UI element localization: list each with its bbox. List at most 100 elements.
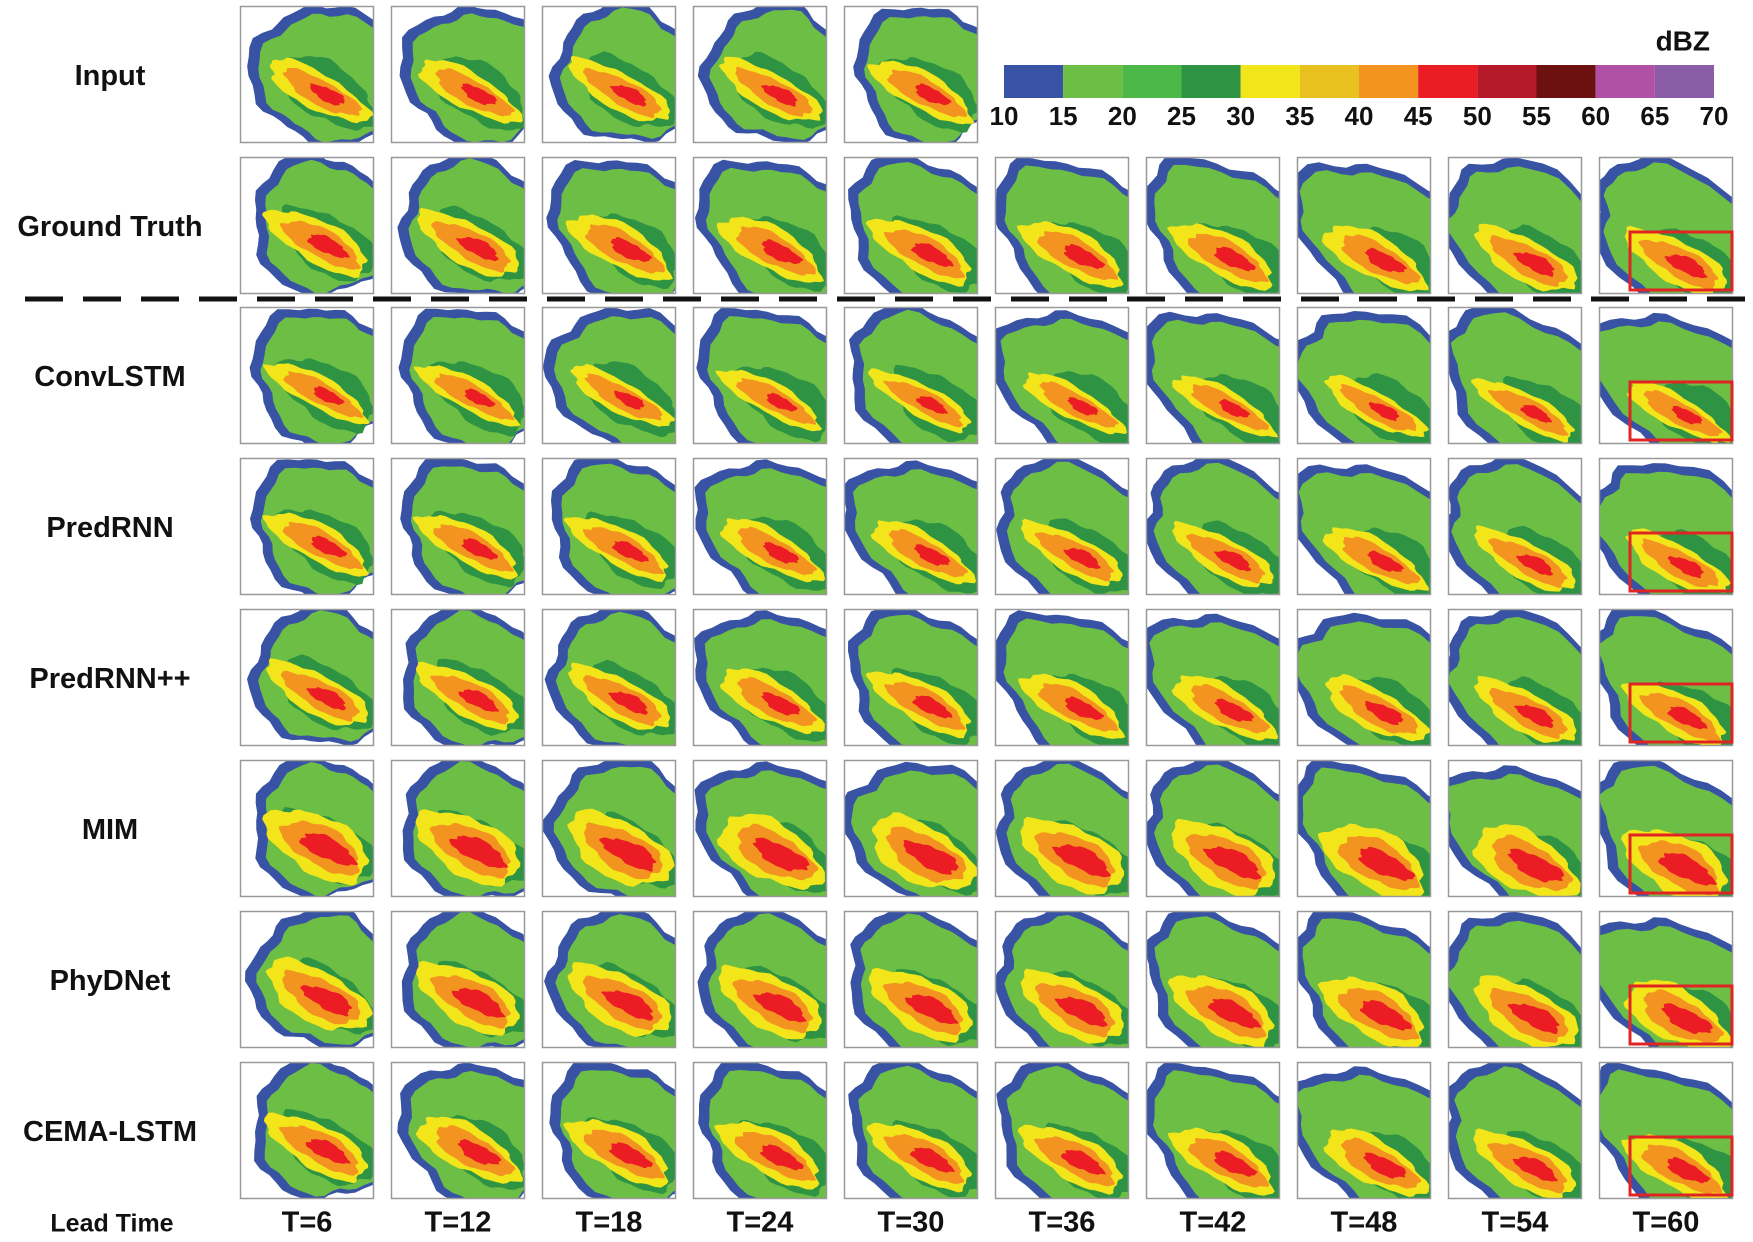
panel-border: [541, 306, 677, 445]
radar-panel: [1297, 1062, 1431, 1199]
radar-echo: [1664, 254, 1708, 279]
radar-panel: [1599, 609, 1733, 746]
radar-panel: [240, 157, 374, 294]
panel-border: [239, 759, 375, 898]
panel-border: [692, 156, 828, 295]
radar-panel: [1448, 1062, 1582, 1199]
radar-echo: [449, 835, 509, 868]
radar-panel: [1599, 760, 1733, 897]
panel-border: [239, 306, 375, 445]
colorbar-segment: [1122, 65, 1182, 98]
radar-panel: [995, 458, 1129, 595]
panel-border: [843, 1061, 979, 1200]
radar-echo: [916, 396, 949, 414]
panel-border: [390, 910, 526, 1049]
panel-border: [843, 457, 979, 596]
radar-echo: [599, 837, 657, 872]
panel-border: [692, 910, 828, 1049]
panel-border: [390, 306, 526, 445]
radar-echo: [457, 1139, 502, 1165]
panel-border: [1447, 156, 1583, 295]
panel-border: [1145, 457, 1281, 596]
radar-echo: [1065, 696, 1105, 721]
radar-panel: [240, 6, 374, 143]
radar-echo: [455, 236, 499, 262]
colorbar-tick-label: 30: [1226, 101, 1255, 131]
radar-panel: [1146, 911, 1280, 1048]
radar-panel: [995, 911, 1129, 1048]
colorbar-tick-label: 50: [1463, 101, 1492, 131]
radar-echo: [611, 541, 649, 563]
radar-panel: [1297, 157, 1431, 294]
radar-panel: [1599, 307, 1733, 444]
panel-border: [1145, 1061, 1281, 1200]
column-label: T=60: [1633, 1207, 1700, 1239]
radar-panel: [844, 911, 978, 1048]
radar-echo: [1213, 550, 1252, 572]
radar-panel: [844, 1062, 978, 1199]
colorbar-segment: [1004, 65, 1064, 98]
radar-panel: [240, 458, 374, 595]
radar-echo: [1054, 996, 1108, 1027]
panel-border: [1296, 759, 1432, 898]
row-label: PredRNN++: [29, 663, 190, 695]
panel-border: [1598, 1061, 1734, 1200]
radar-echo: [1671, 406, 1703, 425]
radar-echo: [1364, 247, 1408, 273]
colorbar-tick-label: 40: [1345, 101, 1374, 131]
radar-panel: [1297, 458, 1431, 595]
radar-echo: [761, 85, 798, 107]
panel-border: [1598, 759, 1734, 898]
radar-echo: [311, 535, 348, 558]
panel-border: [1145, 156, 1281, 295]
highlight-box: [1628, 230, 1734, 292]
radar-panel: [391, 157, 525, 294]
highlight-box: [1628, 380, 1734, 442]
radar-panel: [1297, 307, 1431, 444]
radar-panel: [693, 307, 827, 444]
radar-panel: [844, 760, 978, 897]
radar-panel: [693, 1062, 827, 1199]
radar-panel: [1146, 1062, 1280, 1199]
radar-echo: [766, 392, 798, 412]
radar-panel: [240, 307, 374, 444]
panel-border: [994, 910, 1130, 1049]
radar-echo: [903, 839, 959, 875]
radar-panel: [995, 609, 1129, 746]
panel-border: [541, 608, 677, 747]
radar-panel: [693, 760, 827, 897]
colorbar-tick-label: 35: [1285, 101, 1314, 131]
radar-panel: [391, 911, 525, 1048]
radar-echo: [607, 691, 648, 715]
radar-echo: [1368, 402, 1400, 422]
radar-panel: [1146, 157, 1280, 294]
radar-echo: [458, 689, 500, 712]
panel-border: [994, 457, 1130, 596]
highlight-box: [1628, 1135, 1734, 1197]
panel-border: [843, 608, 979, 747]
colorbar-tick-label: 55: [1522, 101, 1551, 131]
panel-border: [1598, 910, 1734, 1049]
radar-echo: [305, 687, 346, 711]
panel-border: [1447, 759, 1583, 898]
panel-border: [692, 306, 828, 445]
radar-echo: [1515, 554, 1554, 576]
radar-panel: [240, 609, 374, 746]
column-label: T=30: [878, 1207, 945, 1239]
panel-border: [1598, 306, 1734, 445]
radar-echo: [1507, 848, 1565, 883]
radar-echo: [1512, 1156, 1559, 1182]
radar-panel: [542, 458, 676, 595]
panel-border: [239, 1061, 375, 1200]
row-label: Input: [75, 60, 146, 92]
column-label: T=18: [576, 1207, 643, 1239]
column-label: T=54: [1482, 1207, 1549, 1239]
radar-echo: [1667, 706, 1708, 730]
colorbar-tick-label: 10: [990, 101, 1019, 131]
colorbar-segment: [1181, 65, 1241, 98]
colorbar-tick-label: 60: [1581, 101, 1610, 131]
panel-border: [1296, 608, 1432, 747]
row-label: MIM: [82, 814, 138, 846]
panel-border: [1296, 156, 1432, 295]
radar-panel: [693, 157, 827, 294]
